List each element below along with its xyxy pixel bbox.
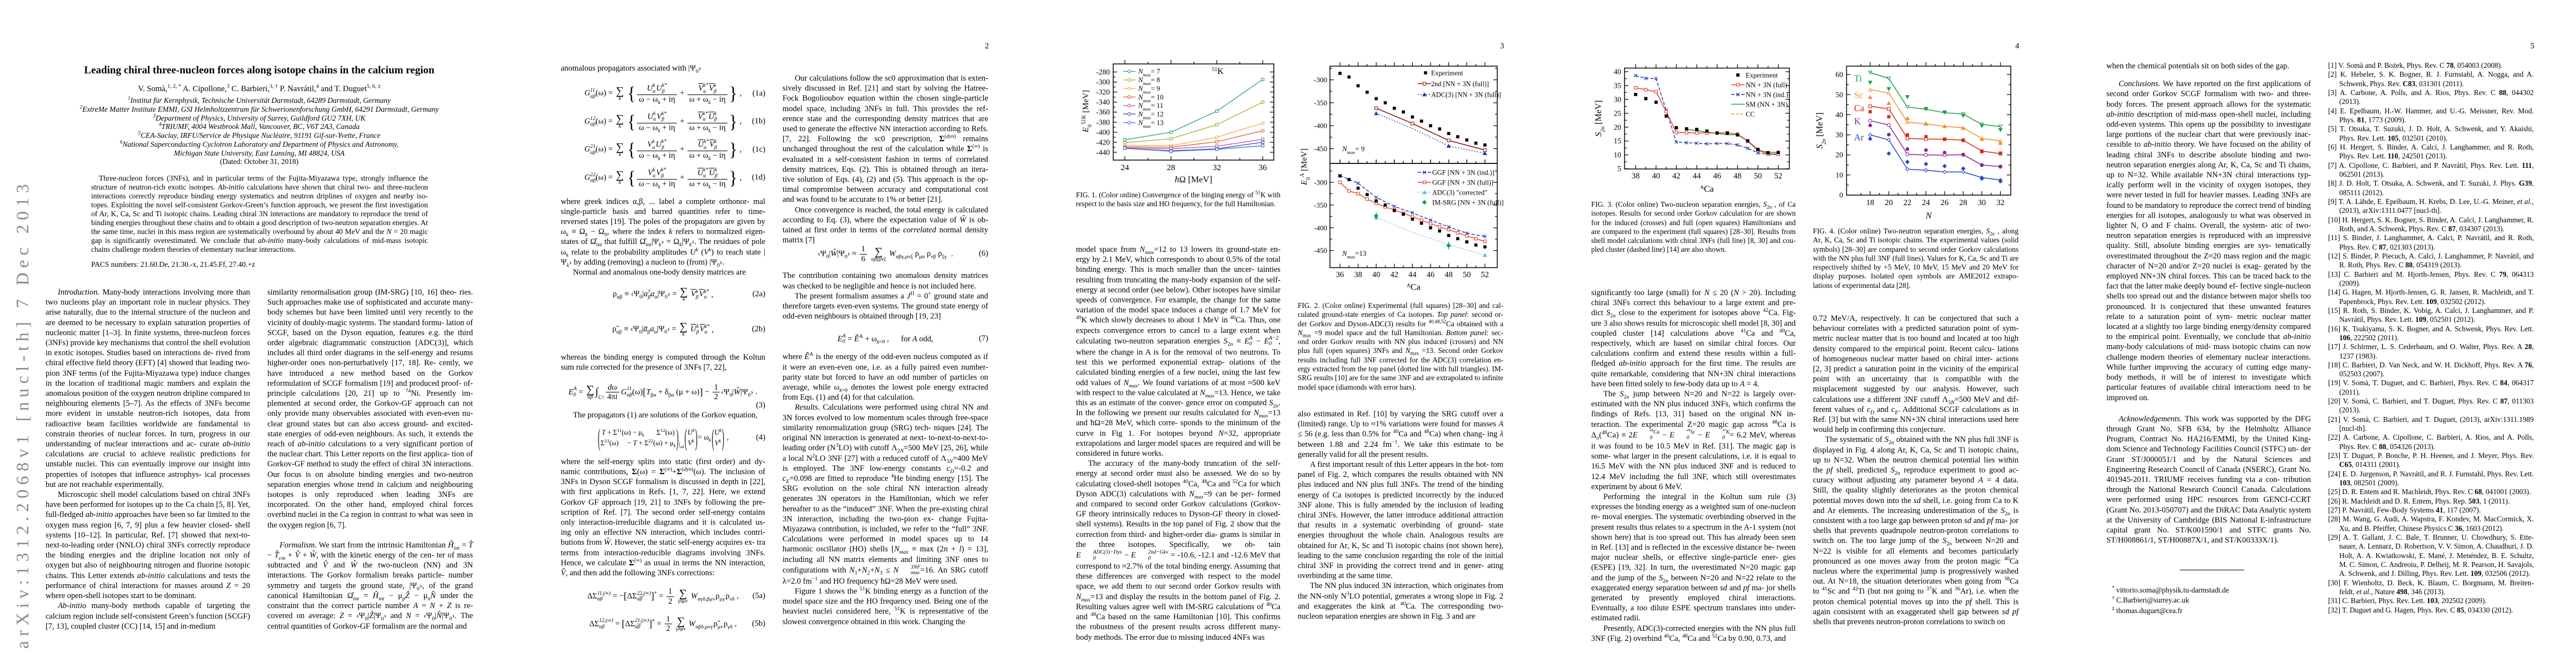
svg-text:51K: 51K xyxy=(1212,67,1224,77)
svg-text:32: 32 xyxy=(1996,198,2005,207)
svg-text:GGF [NN + 3N (full)]: GGF [NN + 3N (full)] xyxy=(1432,179,1493,187)
svg-text:E0A [MeV]: E0A [MeV] xyxy=(1299,148,1312,186)
svg-text:-300: -300 xyxy=(1314,76,1327,84)
svg-text:24: 24 xyxy=(1922,198,1930,207)
svg-text:30: 30 xyxy=(1978,198,1986,207)
svg-text:-400: -400 xyxy=(1096,128,1110,136)
svg-text:15: 15 xyxy=(1614,137,1622,145)
svg-text:-400: -400 xyxy=(1314,122,1327,130)
svg-text:Experiment: Experiment xyxy=(1746,72,1778,79)
svg-text:E051K [MeV]: E051K [MeV] xyxy=(1081,90,1093,133)
svg-text:44: 44 xyxy=(1693,172,1701,181)
svg-text:60: 60 xyxy=(1836,71,1843,79)
svg-text:50: 50 xyxy=(1754,172,1762,181)
svg-text:40: 40 xyxy=(1372,271,1381,280)
svg-text:-450: -450 xyxy=(1314,145,1327,153)
svg-text:S2n [MeV]: S2n [MeV] xyxy=(1594,100,1606,137)
svg-text:36: 36 xyxy=(1259,163,1268,172)
svg-text:36: 36 xyxy=(1336,271,1344,280)
svg-text:26: 26 xyxy=(1941,198,1949,207)
svg-text:Ti: Ti xyxy=(1854,73,1862,83)
svg-text:ADC(3) [NN + 3N (full)]: ADC(3) [NN + 3N (full)] xyxy=(1431,91,1501,99)
svg-text:ACa: ACa xyxy=(1407,283,1421,292)
svg-text:40: 40 xyxy=(1836,111,1843,120)
svg-text:-300: -300 xyxy=(1096,78,1110,86)
svg-text:46: 46 xyxy=(1713,172,1721,181)
svg-text:46: 46 xyxy=(1427,271,1435,280)
svg-text:-360: -360 xyxy=(1096,108,1110,116)
svg-text:S2n [MeV]: S2n [MeV] xyxy=(1815,112,1827,149)
svg-text:40: 40 xyxy=(1652,172,1660,181)
svg-text:-340: -340 xyxy=(1096,98,1110,106)
svg-text:38: 38 xyxy=(1354,271,1362,280)
svg-text:ACa: ACa xyxy=(1700,185,1714,194)
svg-text:-380: -380 xyxy=(1096,118,1110,126)
svg-text:-450: -450 xyxy=(1314,246,1327,255)
svg-text:28: 28 xyxy=(1959,198,1967,207)
svg-text:52: 52 xyxy=(1481,271,1489,280)
svg-text:SM (NN + 3N): SM (NN + 3N) xyxy=(1746,101,1787,108)
svg-text:50: 50 xyxy=(1463,271,1471,280)
svg-text:30: 30 xyxy=(1614,95,1622,103)
svg-text:-320: -320 xyxy=(1096,88,1110,96)
svg-text:-300: -300 xyxy=(1314,178,1327,187)
svg-text:18: 18 xyxy=(1866,198,1875,207)
svg-text:20: 20 xyxy=(1836,151,1843,160)
svg-text:2nd [NN + 3N (full)]: 2nd [NN + 3N (full)] xyxy=(1431,80,1489,88)
svg-text:K: K xyxy=(1854,116,1861,127)
svg-text:Nmax= 9: Nmax= 9 xyxy=(1342,145,1364,155)
svg-text:Ar: Ar xyxy=(1854,132,1864,142)
svg-text:IM-SRG [NN + 3N (full)]: IM-SRG [NN + 3N (full)] xyxy=(1432,199,1503,207)
svg-text:52: 52 xyxy=(1774,172,1782,181)
svg-text:20: 20 xyxy=(1885,198,1893,207)
svg-text:20: 20 xyxy=(1614,123,1622,131)
svg-text:42: 42 xyxy=(1672,172,1681,181)
svg-text:-440: -440 xyxy=(1096,148,1110,157)
svg-text:CC: CC xyxy=(1746,111,1755,118)
svg-text:ADC(3) "corrected": ADC(3) "corrected" xyxy=(1432,189,1487,197)
svg-text:-350: -350 xyxy=(1314,98,1327,107)
svg-text:N: N xyxy=(1925,211,1932,221)
svg-text:5: 5 xyxy=(1617,165,1621,173)
svg-text:35: 35 xyxy=(1614,81,1622,89)
svg-text:28: 28 xyxy=(1167,163,1175,172)
svg-text:0: 0 xyxy=(1840,192,1843,200)
svg-text:42: 42 xyxy=(1391,271,1399,280)
svg-text:-420: -420 xyxy=(1096,138,1110,146)
svg-text:32: 32 xyxy=(1213,163,1221,172)
svg-text:Nmax=13: Nmax=13 xyxy=(1342,249,1367,260)
svg-text:ħΩ [MeV]: ħΩ [MeV] xyxy=(1175,175,1212,185)
svg-text:10: 10 xyxy=(1836,171,1843,180)
svg-text:44: 44 xyxy=(1408,271,1417,280)
svg-text:48: 48 xyxy=(1733,172,1742,181)
svg-text:Experiment: Experiment xyxy=(1431,69,1463,77)
svg-text:GGF [NN + 3N (ind.)]: GGF [NN + 3N (ind.)] xyxy=(1432,169,1494,177)
svg-text:22: 22 xyxy=(1904,198,1912,207)
svg-text:NN + 3N (ind.): NN + 3N (ind.) xyxy=(1746,91,1788,99)
svg-text:50: 50 xyxy=(1836,91,1843,99)
svg-text:Sc: Sc xyxy=(1854,89,1864,100)
svg-text:25: 25 xyxy=(1614,109,1622,117)
svg-text:24: 24 xyxy=(1121,163,1130,172)
svg-text:40: 40 xyxy=(1614,68,1622,76)
svg-text:-350: -350 xyxy=(1314,201,1327,209)
svg-text:-400: -400 xyxy=(1314,223,1327,232)
svg-text:NN + 3N (full): NN + 3N (full) xyxy=(1746,81,1787,89)
svg-text:38: 38 xyxy=(1632,172,1640,181)
svg-text:-280: -280 xyxy=(1096,68,1110,76)
svg-text:Ca: Ca xyxy=(1854,103,1865,113)
svg-text:10: 10 xyxy=(1614,151,1622,159)
svg-text:48: 48 xyxy=(1444,271,1453,280)
svg-text:Nmax= 13: Nmax= 13 xyxy=(1138,119,1164,129)
svg-text:30: 30 xyxy=(1836,131,1843,140)
